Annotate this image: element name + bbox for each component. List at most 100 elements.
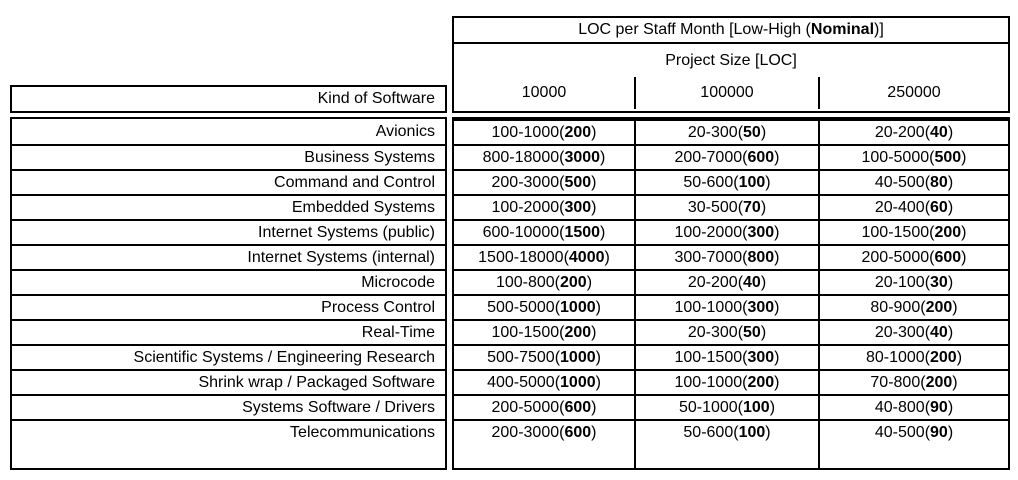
loc-nominal: 600 <box>929 249 966 267</box>
loc-cell-250000: 20-30040 <box>820 321 1008 344</box>
loc-range: 20-300 <box>687 323 738 341</box>
loc-range: 100-1500 <box>674 348 743 366</box>
loc-cell-100000: 300-7000800 <box>636 246 818 269</box>
loc-range: 500-7500 <box>487 348 555 366</box>
loc-nominal: 40 <box>738 274 766 292</box>
loc-range: 20-300 <box>687 123 738 141</box>
size-column-header-10000: 10000 <box>521 84 567 101</box>
table-header-block: LOC per Staff Month [Low-High (Nominal)]… <box>452 16 1010 113</box>
loc-range: 100-1000 <box>674 298 743 316</box>
kind-cell: Command and Control <box>12 169 445 194</box>
loc-nominal: 100 <box>733 424 770 442</box>
table-row: 1500-180004000 300-7000800 200-5000600 <box>454 244 1008 269</box>
loc-cell-100000: 20-30050 <box>636 321 818 344</box>
loc-cell-100000: 20-30050 <box>636 121 818 144</box>
loc-nominal: 50 <box>738 324 766 342</box>
loc-cell-250000: 20-40060 <box>820 196 1008 219</box>
loc-nominal: 300 <box>742 224 779 242</box>
loc-cell-100000: 50-1000100 <box>636 396 818 419</box>
loc-nominal: 800 <box>742 249 779 267</box>
loc-range: 70-800 <box>870 373 921 391</box>
loc-range: 1500-18000 <box>478 248 564 266</box>
loc-nominal: 600 <box>742 149 779 167</box>
loc-nominal: 200 <box>920 374 957 392</box>
loc-nominal: 1000 <box>555 374 601 392</box>
loc-cell-10000: 100-2000300 <box>454 196 634 219</box>
loc-range: 800-18000 <box>482 148 560 166</box>
loc-cell-100000: 30-50070 <box>636 196 818 219</box>
loc-nominal: 3000 <box>559 149 605 167</box>
loc-range: 200-5000 <box>491 398 560 416</box>
loc-cell-100000: 100-2000300 <box>636 221 818 244</box>
loc-cell-10000: 100-1000200 <box>454 121 634 144</box>
kind-cell: Avionics <box>375 122 435 140</box>
loc-nominal: 300 <box>559 199 596 217</box>
kind-of-software-header: Kind of Software <box>10 85 447 113</box>
loc-nominal: 200 <box>920 299 957 317</box>
loc-range: 50-1000 <box>678 398 738 416</box>
loc-range: 100-2000 <box>674 223 743 241</box>
loc-range: 100-1500 <box>861 223 930 241</box>
loc-cell-100000: 50-600100 <box>636 171 818 194</box>
loc-range: 20-400 <box>874 198 925 216</box>
size-column-header-100000: 100000 <box>700 84 754 101</box>
loc-cell-100000: 50-600100 <box>636 421 818 444</box>
loc-cell-250000: 100-5000500 <box>820 146 1008 169</box>
loc-range: 20-200 <box>687 273 738 291</box>
loc-nominal: 90 <box>925 399 953 417</box>
loc-cell-10000: 1500-180004000 <box>454 246 634 269</box>
column-divider <box>818 77 820 109</box>
loc-cell-100000: 200-7000600 <box>636 146 818 169</box>
loc-cell-250000: 40-80090 <box>820 396 1008 419</box>
loc-range: 200-7000 <box>674 148 743 166</box>
loc-nominal: 500 <box>929 149 966 167</box>
kind-of-software-column: Avionics Business Systems Command and Co… <box>10 117 447 470</box>
loc-range: 50-600 <box>683 173 734 191</box>
loc-nominal: 600 <box>559 399 596 417</box>
column-divider <box>634 119 636 468</box>
kind-cell: Shrink wrap / Packaged Software <box>12 369 445 394</box>
table-row: 200-3000500 50-600100 40-50080 <box>454 169 1008 194</box>
column-divider <box>634 77 636 109</box>
loc-cell-10000: 200-3000600 <box>454 421 634 444</box>
loc-nominal: 200 <box>929 224 966 242</box>
loc-range: 30-500 <box>687 198 738 216</box>
loc-range: 20-100 <box>874 273 925 291</box>
loc-cell-250000: 200-5000600 <box>820 246 1008 269</box>
loc-cell-10000: 200-5000600 <box>454 396 634 419</box>
loc-cell-250000: 100-1500200 <box>820 221 1008 244</box>
loc-range: 600-10000 <box>482 223 560 241</box>
table-title: LOC per Staff Month [Low-High (Nominal)] <box>454 18 1008 44</box>
table-row: 800-180003000 200-7000600 100-5000500 <box>454 144 1008 169</box>
loc-nominal: 500 <box>559 174 596 192</box>
loc-nominal: 4000 <box>564 249 610 267</box>
title-prefix: LOC per Staff Month [Low-High ( <box>578 21 811 38</box>
loc-cell-100000: 100-1500300 <box>636 346 818 369</box>
loc-nominal: 200 <box>559 124 596 142</box>
loc-range: 100-1000 <box>674 373 743 391</box>
loc-nominal: 90 <box>925 424 953 442</box>
loc-range: 400-5000 <box>487 373 555 391</box>
loc-values-grid: 100-1000200 20-30050 20-20040 800-180003… <box>452 117 1010 470</box>
kind-cell: Process Control <box>12 294 445 319</box>
table-row: 100-2000300 30-50070 20-40060 <box>454 194 1008 219</box>
loc-cell-250000: 40-50080 <box>820 171 1008 194</box>
kind-cell: Embedded Systems <box>12 194 445 219</box>
loc-range: 200-3000 <box>491 173 560 191</box>
size-column-header-250000: 250000 <box>887 84 941 101</box>
column-divider <box>818 119 820 468</box>
loc-nominal: 100 <box>738 399 775 417</box>
loc-nominal: 50 <box>738 124 766 142</box>
kind-cell: Scientific Systems / Engineering Researc… <box>12 344 445 369</box>
loc-range: 50-600 <box>683 423 734 441</box>
loc-range: 100-1500 <box>491 323 560 341</box>
loc-range: 80-900 <box>870 298 921 316</box>
kind-cell: Internet Systems (internal) <box>12 244 445 269</box>
loc-cell-10000: 100-800200 <box>454 271 634 294</box>
project-size-subtitle: Project Size [LOC] <box>665 51 797 69</box>
loc-range: 40-800 <box>874 398 925 416</box>
loc-nominal: 300 <box>742 299 779 317</box>
loc-nominal: 300 <box>742 349 779 367</box>
title-suffix: )] <box>874 21 884 38</box>
